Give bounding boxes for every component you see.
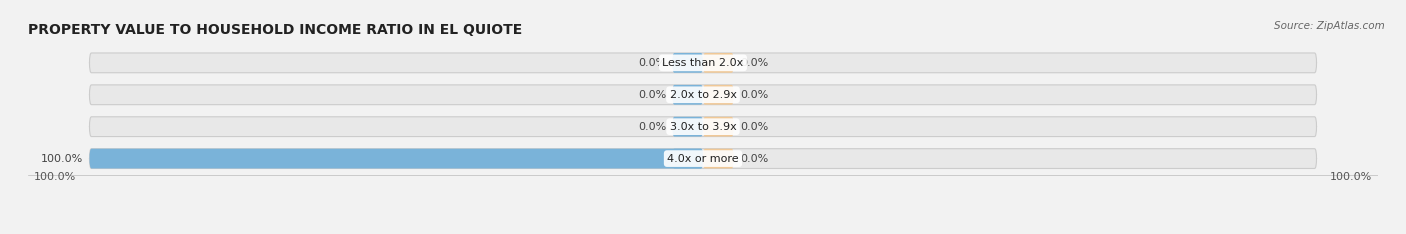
FancyBboxPatch shape: [90, 149, 703, 168]
Text: 100.0%: 100.0%: [41, 154, 83, 164]
Legend: Without Mortgage, With Mortgage: Without Mortgage, With Mortgage: [588, 231, 818, 234]
Text: 100.0%: 100.0%: [34, 172, 76, 182]
Text: 0.0%: 0.0%: [740, 154, 768, 164]
Text: 0.0%: 0.0%: [638, 122, 666, 132]
FancyBboxPatch shape: [90, 53, 1316, 73]
Text: 0.0%: 0.0%: [740, 58, 768, 68]
Text: 0.0%: 0.0%: [740, 122, 768, 132]
FancyBboxPatch shape: [703, 117, 734, 137]
Text: 3.0x to 3.9x: 3.0x to 3.9x: [669, 122, 737, 132]
FancyBboxPatch shape: [672, 117, 703, 137]
FancyBboxPatch shape: [90, 117, 1316, 137]
FancyBboxPatch shape: [703, 149, 734, 168]
Text: 0.0%: 0.0%: [638, 58, 666, 68]
Text: Less than 2.0x: Less than 2.0x: [662, 58, 744, 68]
Text: 2.0x to 2.9x: 2.0x to 2.9x: [669, 90, 737, 100]
FancyBboxPatch shape: [672, 85, 703, 105]
Text: 100.0%: 100.0%: [1330, 172, 1372, 182]
FancyBboxPatch shape: [703, 85, 734, 105]
Text: 0.0%: 0.0%: [740, 90, 768, 100]
FancyBboxPatch shape: [90, 85, 1316, 105]
Text: PROPERTY VALUE TO HOUSEHOLD INCOME RATIO IN EL QUIOTE: PROPERTY VALUE TO HOUSEHOLD INCOME RATIO…: [28, 23, 523, 37]
FancyBboxPatch shape: [672, 149, 703, 168]
FancyBboxPatch shape: [672, 53, 703, 73]
Text: 0.0%: 0.0%: [638, 90, 666, 100]
FancyBboxPatch shape: [90, 149, 1316, 168]
FancyBboxPatch shape: [703, 53, 734, 73]
Text: 4.0x or more: 4.0x or more: [668, 154, 738, 164]
Text: Source: ZipAtlas.com: Source: ZipAtlas.com: [1274, 21, 1385, 31]
